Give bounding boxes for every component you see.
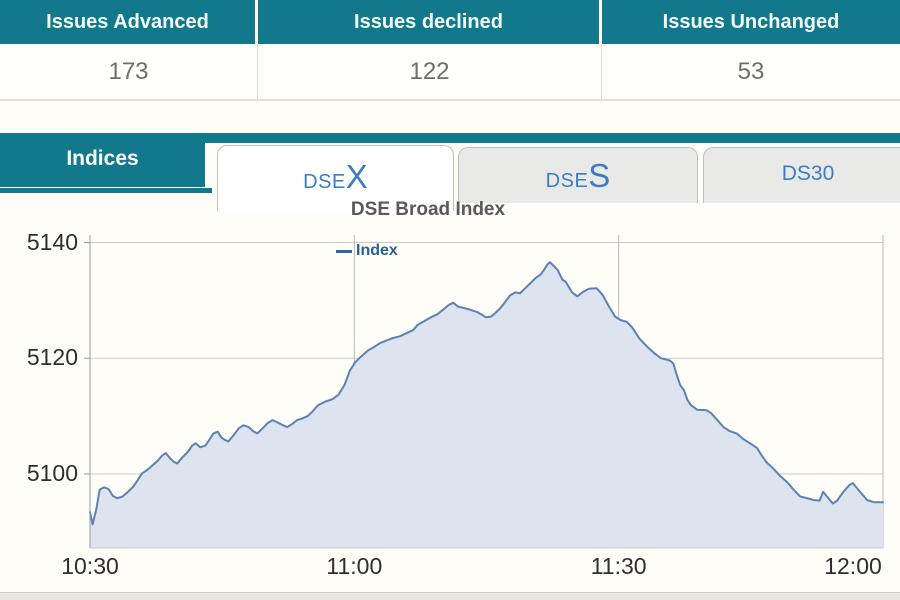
issues-unchanged-header: Issues Unchanged (662, 11, 840, 33)
x-axis-tick-label: 11:30 (590, 553, 647, 579)
indices-label: Indices (66, 147, 139, 170)
tab-dsex[interactable]: DSEX (217, 145, 454, 211)
tab-dses-suffix: S (588, 157, 611, 194)
x-axis-tick-label: 10:30 (61, 553, 119, 579)
indices-header: Indices (0, 133, 205, 187)
tab-dses-prefix: DSE (545, 170, 589, 192)
x-axis-labels: 10:30 11:00 11:30 12:00 (0, 553, 900, 583)
tab-dsex-suffix: X (345, 158, 368, 195)
tab-dsex-prefix: DSE (303, 171, 346, 193)
x-axis-tick-label: 11:00 (326, 553, 383, 579)
tab-dses[interactable]: DSES (458, 147, 698, 203)
issues-advanced-value: 173 (0, 44, 258, 99)
summary-values-row: 173 122 53 (0, 44, 900, 101)
indices-underline (0, 188, 212, 193)
legend-label: Index (356, 242, 398, 259)
tab-ds30-label: DS30 (781, 162, 835, 185)
issues-declined-value: 122 (258, 44, 602, 99)
chart-title: DSE Broad Index (350, 199, 506, 220)
legend-line-swatch (336, 249, 352, 253)
y-axis-tick-label: 5140 (26, 228, 78, 255)
y-axis-tick-label: 5120 (26, 344, 78, 371)
x-axis-tick-label: 12:00 (824, 553, 882, 579)
y-axis-tick-label: 5100 (26, 459, 78, 486)
market-summary-table: Issues Advanced Issues declined Issues U… (0, 0, 900, 101)
summary-header-row: Issues Advanced Issues declined Issues U… (0, 0, 900, 44)
tab-ds30[interactable]: DS30 (703, 147, 900, 203)
issues-advanced-header: Issues Advanced (0, 0, 258, 44)
tab-strip-bar (0, 133, 900, 143)
issues-declined-header: Issues declined (258, 0, 602, 44)
chart-legend: Index (336, 242, 398, 260)
bottom-divider (0, 592, 900, 600)
issues-unchanged-value: 53 (737, 58, 765, 85)
